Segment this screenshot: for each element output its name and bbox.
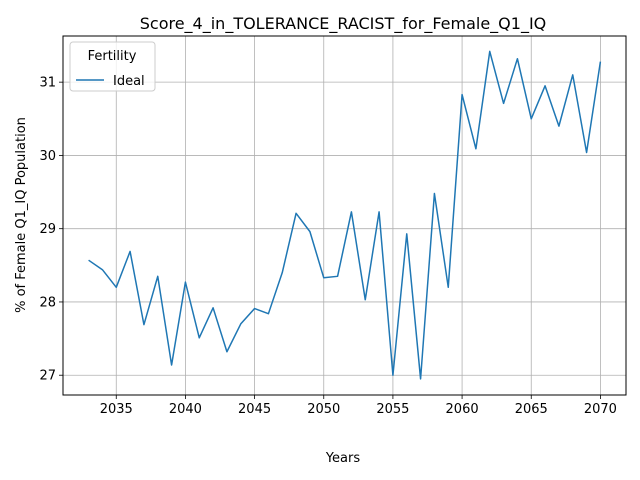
plot-frame: [62, 35, 627, 396]
x-tick-label: 2060: [446, 402, 479, 417]
y-tick-label: 28: [39, 295, 56, 310]
x-axis-label: Years: [325, 451, 361, 466]
y-axis: 27 28 29 30 31: [39, 76, 63, 384]
legend-title: Fertility: [88, 49, 137, 64]
grid: [63, 36, 626, 395]
y-tick-label: 27: [39, 369, 56, 384]
series-layer: [88, 50, 602, 380]
legend: Fertility Ideal: [69, 41, 156, 92]
series-line-ideal: [88, 50, 602, 380]
y-tick-label: 31: [39, 76, 56, 91]
legend-box: [69, 41, 156, 92]
y-axis-label: % of Female Q1_IQ Population: [14, 117, 29, 313]
chart-title: Score_4_in_TOLERANCE_RACIST_for_Female_Q…: [140, 14, 547, 34]
legend-label-ideal: Ideal: [113, 74, 145, 89]
x-tick-label: 2045: [238, 402, 271, 417]
x-tick-label: 2055: [376, 402, 409, 417]
y-tick-label: 29: [39, 222, 56, 237]
x-tick-label: 2035: [100, 402, 133, 417]
y-tick-label: 30: [39, 149, 56, 164]
x-tick-label: 2065: [515, 402, 548, 417]
x-tick-label: 2050: [307, 402, 340, 417]
x-tick-label: 2070: [584, 402, 617, 417]
x-tick-label: 2040: [169, 402, 202, 417]
x-axis: 2035 2040 2045 2050 2055 2060 2065 2070: [100, 395, 617, 417]
